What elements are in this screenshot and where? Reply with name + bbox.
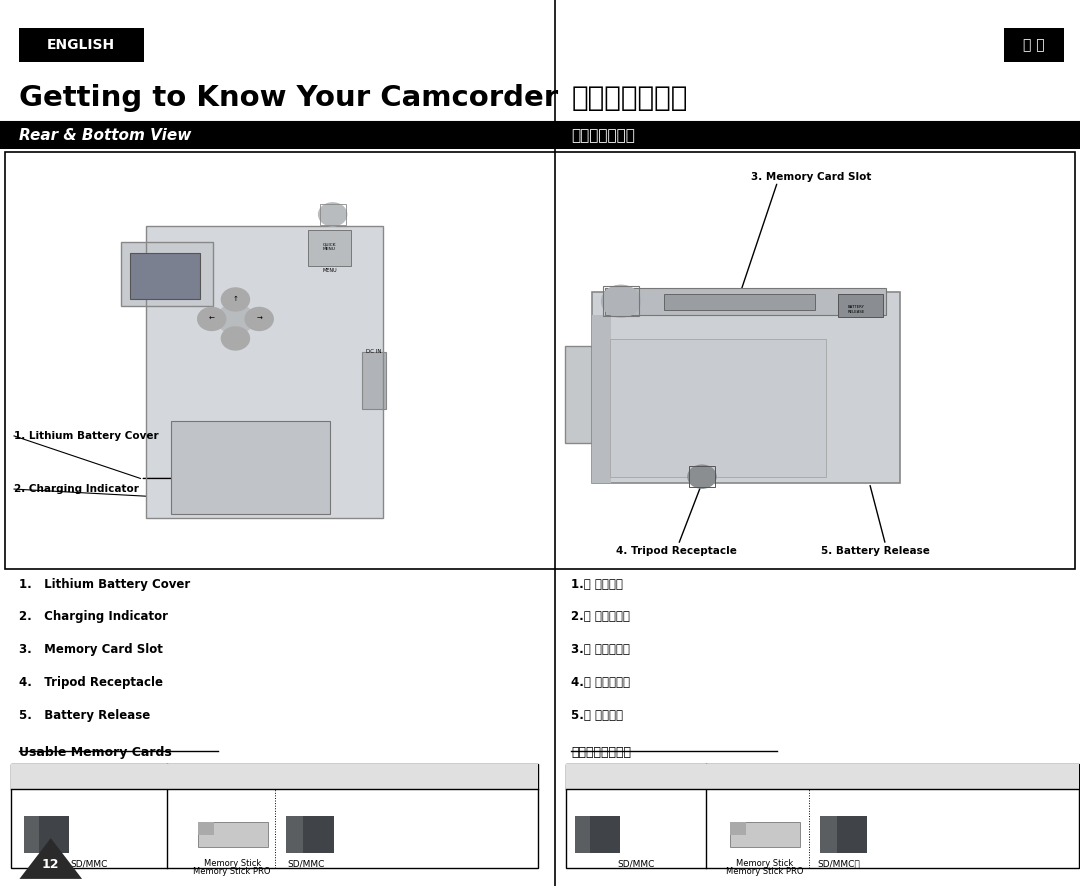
FancyBboxPatch shape [730, 822, 800, 847]
FancyBboxPatch shape [1004, 28, 1064, 62]
Text: VP-D964W(i)/D965W(i): VP-D964W(i)/D965W(i) [837, 771, 948, 781]
FancyBboxPatch shape [39, 816, 69, 853]
Circle shape [198, 307, 226, 330]
FancyBboxPatch shape [362, 352, 386, 409]
Text: 仅限VP-D963(i): 仅限VP-D963(i) [604, 771, 669, 781]
Text: 2.　 充电指示灯: 2. 充电指示灯 [571, 610, 631, 624]
Text: SD/MMC: SD/MMC [287, 859, 324, 868]
Text: 5. Battery Release: 5. Battery Release [821, 546, 930, 556]
FancyBboxPatch shape [730, 822, 746, 835]
Text: →: → [256, 316, 262, 322]
FancyBboxPatch shape [0, 122, 555, 149]
FancyBboxPatch shape [146, 226, 383, 518]
Circle shape [319, 203, 347, 226]
Text: 1.   Lithium Battery Cover: 1. Lithium Battery Cover [19, 578, 191, 591]
Text: 12: 12 [42, 859, 59, 871]
FancyBboxPatch shape [605, 288, 886, 315]
Text: 2.   Charging Indicator: 2. Charging Indicator [19, 610, 168, 624]
FancyBboxPatch shape [171, 421, 330, 514]
FancyBboxPatch shape [565, 346, 595, 443]
Text: 4.   Tripod Receptacle: 4. Tripod Receptacle [19, 676, 163, 689]
FancyBboxPatch shape [566, 764, 1079, 789]
Text: SD/MMC: SD/MMC [70, 859, 108, 868]
Text: 5.　 退电池鈕: 5. 退电池鈕 [571, 709, 623, 722]
FancyBboxPatch shape [24, 816, 54, 853]
FancyBboxPatch shape [592, 292, 900, 483]
Circle shape [217, 304, 254, 334]
Text: ENGLISH: ENGLISH [46, 38, 116, 52]
Text: DC IN: DC IN [366, 349, 381, 354]
FancyBboxPatch shape [590, 816, 620, 853]
FancyBboxPatch shape [198, 822, 268, 847]
Text: 3.　 记忆卡插槽: 3. 记忆卡插槽 [571, 643, 631, 657]
FancyBboxPatch shape [198, 822, 214, 835]
FancyBboxPatch shape [592, 315, 611, 483]
Circle shape [221, 288, 249, 311]
FancyBboxPatch shape [308, 230, 351, 266]
Text: 可以使用的存储卡: 可以使用的存储卡 [571, 746, 632, 759]
FancyBboxPatch shape [555, 122, 1080, 149]
Text: Usable Memory Cards: Usable Memory Cards [19, 746, 172, 759]
Text: 4.　 二脚架插孔: 4. 二脚架插孔 [571, 676, 631, 689]
FancyBboxPatch shape [610, 339, 826, 477]
FancyBboxPatch shape [575, 816, 605, 853]
Text: Memory Stick PRO: Memory Stick PRO [193, 867, 271, 875]
Circle shape [221, 327, 249, 350]
FancyBboxPatch shape [121, 242, 213, 306]
Text: 1. Lithium Battery Cover: 1. Lithium Battery Cover [14, 431, 159, 441]
Text: Rear & Bottom View: Rear & Bottom View [19, 128, 192, 143]
Text: 4. Tripod Receptacle: 4. Tripod Receptacle [616, 546, 737, 556]
Text: 5.   Battery Release: 5. Battery Release [19, 709, 151, 722]
FancyBboxPatch shape [19, 28, 144, 62]
Text: 后视图和底视图: 后视图和底视图 [571, 128, 635, 143]
Text: Memory Stick: Memory Stick [203, 859, 261, 868]
Circle shape [602, 285, 640, 317]
Text: VP-D963(i): VP-D963(i) [62, 771, 117, 781]
Text: SD/MMC卡: SD/MMC卡 [818, 859, 861, 868]
Text: 了解您的摄像机: 了解您的摄像机 [571, 84, 688, 113]
Text: 3.   Memory Card Slot: 3. Memory Card Slot [19, 643, 163, 657]
Text: Memory Stick PRO: Memory Stick PRO [726, 867, 804, 875]
FancyBboxPatch shape [130, 253, 200, 299]
Text: 2. Charging Indicator: 2. Charging Indicator [14, 484, 139, 494]
Circle shape [245, 307, 273, 330]
Text: QUICK
MENU: QUICK MENU [323, 242, 336, 251]
Text: Memory Stick: Memory Stick [735, 859, 794, 868]
Text: VP-D964W(i)/D965W(i): VP-D964W(i)/D965W(i) [294, 771, 411, 781]
Text: BATTERY
RELEASE: BATTERY RELEASE [848, 305, 865, 314]
Text: Getting to Know Your Camcorder: Getting to Know Your Camcorder [19, 84, 558, 113]
FancyBboxPatch shape [303, 816, 334, 853]
Text: MENU: MENU [322, 268, 337, 273]
Text: 3. Memory Card Slot: 3. Memory Card Slot [751, 172, 870, 183]
FancyBboxPatch shape [664, 294, 815, 310]
FancyBboxPatch shape [820, 816, 850, 853]
FancyBboxPatch shape [837, 816, 867, 853]
Text: SD/MMC: SD/MMC [618, 859, 654, 868]
Circle shape [688, 465, 716, 488]
Text: ←: ← [208, 316, 215, 322]
Polygon shape [19, 838, 82, 879]
Text: ↑: ↑ [232, 297, 239, 302]
FancyBboxPatch shape [286, 816, 316, 853]
FancyBboxPatch shape [838, 294, 883, 317]
FancyBboxPatch shape [11, 764, 538, 789]
Text: 1.　 锂电池盖: 1. 锂电池盖 [571, 578, 623, 591]
Text: 中 文: 中 文 [1023, 38, 1044, 52]
